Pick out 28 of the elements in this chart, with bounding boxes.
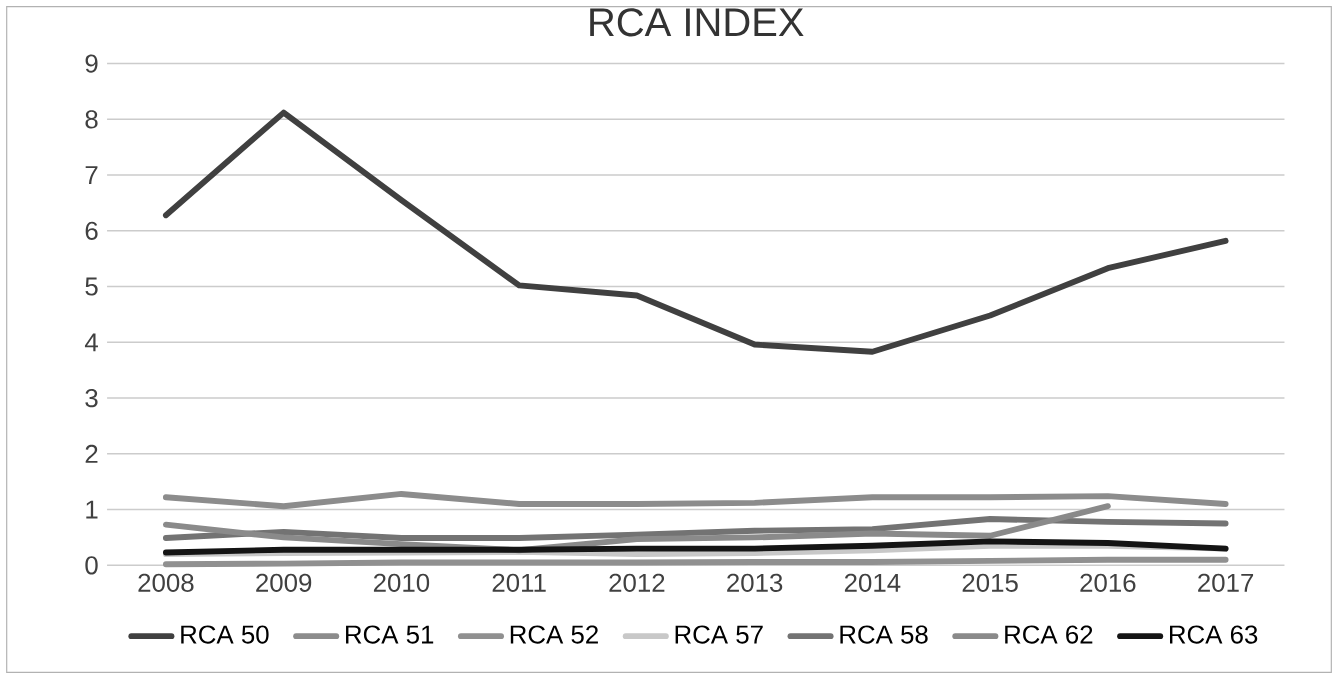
y-tick-label: 9 [85, 54, 98, 73]
y-tick-label: 0 [85, 556, 98, 575]
x-tick-label: 2010 [373, 573, 430, 592]
y-tick-label: 6 [85, 221, 98, 240]
legend-label: RCA 50 [181, 625, 269, 644]
legend-label: RCA 51 [346, 625, 434, 644]
x-tick-label: 2009 [256, 573, 312, 592]
x-tick-label: 2014 [844, 573, 901, 592]
x-tick-label: 2008 [138, 573, 194, 592]
y-tick-label: 1 [86, 500, 98, 519]
x-tick-label: 2015 [962, 573, 1018, 592]
chart-title: RCA INDEX [590, 8, 804, 37]
y-tick-label: 4 [84, 333, 98, 352]
legend-label: RCA 62 [1005, 625, 1093, 644]
legend-label: RCA 63 [1170, 625, 1258, 644]
legend-label: RCA 52 [510, 625, 598, 644]
x-tick-label: 2017 [1198, 573, 1254, 592]
x-tick-label: 2012 [609, 573, 665, 592]
legend-label: RCA 57 [675, 625, 763, 644]
x-tick-label: 2013 [727, 573, 783, 592]
y-tick-label: 3 [85, 388, 98, 408]
y-tick-label: 2 [85, 444, 98, 463]
y-tick-label: 7 [85, 166, 98, 184]
x-tick-label: 2016 [1080, 573, 1136, 592]
y-tick-label: 5 [85, 277, 98, 296]
x-tick-label: 2011 [492, 573, 546, 592]
y-tick-label: 8 [85, 110, 98, 129]
legend-label: RCA 58 [840, 625, 928, 644]
